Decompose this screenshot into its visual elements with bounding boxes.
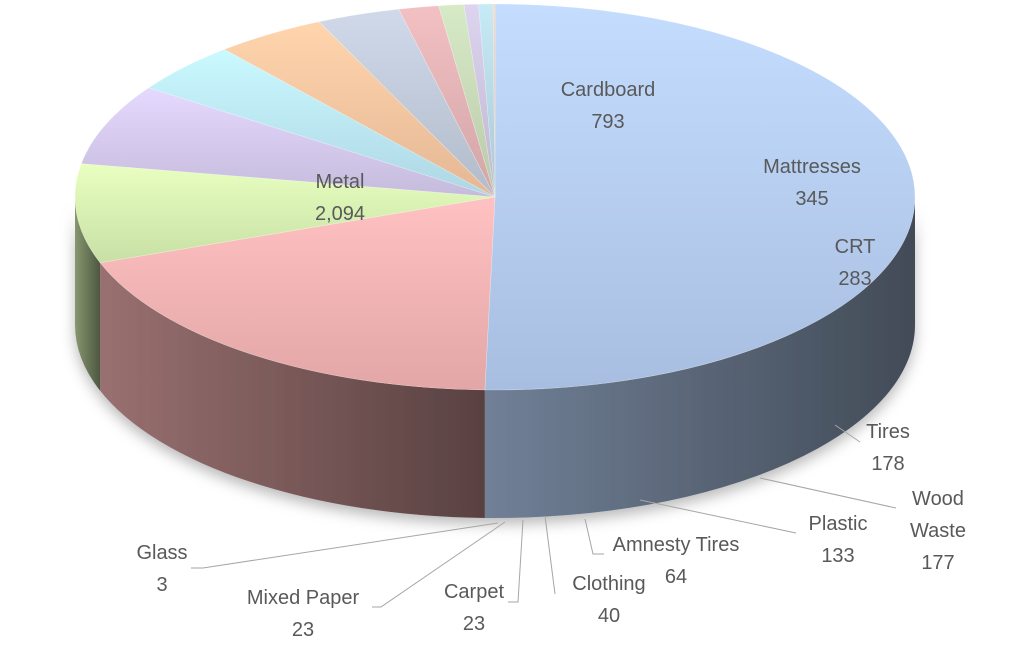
category-label: Waste: [910, 520, 966, 542]
category-label: Wood: [912, 488, 964, 510]
leader-amnesty-tires: [584, 518, 604, 555]
side-cardboard: [100, 262, 485, 518]
slice-tires: [148, 49, 496, 198]
value-label: 345: [795, 188, 828, 210]
label-mattresses: Mattresses 345: [763, 156, 861, 210]
label-clothing: Clothing 40: [572, 573, 645, 627]
leader-plastic: [639, 499, 797, 534]
label-cardboard: Cardboard 793: [561, 79, 656, 133]
value-label: 2,094: [315, 203, 365, 225]
slice-cardboard: [99, 196, 496, 391]
label-plastic: Plastic 133: [809, 513, 868, 567]
label-carpet: Carpet 23: [444, 581, 504, 635]
slice-carpet: [463, 3, 496, 198]
leader-wood-waste: [759, 477, 897, 509]
side-mattresses: [75, 197, 101, 391]
category-label: Plastic: [809, 513, 868, 535]
category-label: Amnesty Tires: [613, 534, 740, 556]
value-label: 23: [463, 613, 485, 635]
leader-carpet: [508, 519, 524, 603]
label-wood-waste: Wood Waste 177: [910, 488, 966, 574]
slice-crt: [80, 87, 496, 198]
label-metal: Metal 2,094: [315, 171, 365, 225]
slice-clothing: [438, 4, 496, 198]
label-crt: CRT 283: [835, 236, 876, 290]
slice-metal: [484, 3, 916, 391]
slice-mattresses: [74, 163, 496, 264]
leader-glass: [191, 522, 499, 569]
category-label: Clothing: [572, 573, 645, 595]
leader-mixed-paper: [372, 521, 506, 608]
value-label: 64: [665, 566, 687, 588]
pie-sides: [75, 197, 915, 518]
category-label: Glass: [136, 542, 187, 564]
value-label: 177: [921, 552, 954, 574]
category-label: Metal: [316, 171, 365, 193]
leader-tires: [834, 424, 861, 443]
label-tires: Tires 178: [866, 421, 910, 475]
data-labels: Metal 2,094 Cardboard 793 Mattresses 345 CRT 28…: [136, 79, 966, 641]
label-glass: Glass 3: [136, 542, 187, 596]
label-mixed-paper: Mixed Paper 23: [247, 587, 360, 641]
pie-tops: [74, 3, 916, 391]
leader-clothing: [544, 515, 556, 595]
side-metal: [484, 197, 915, 518]
category-label: Tires: [866, 421, 910, 443]
value-label: 178: [871, 453, 904, 475]
slice-glass: [492, 3, 496, 198]
value-label: 283: [838, 268, 871, 290]
category-label: Cardboard: [561, 79, 656, 101]
slice-wood-waste: [223, 21, 496, 198]
slice-amnesty-tires: [398, 5, 496, 198]
category-label: CRT: [835, 236, 876, 258]
category-label: Mixed Paper: [247, 587, 360, 609]
value-label: 3: [156, 574, 167, 596]
leader-lines: [191, 424, 897, 608]
value-label: 133: [821, 545, 854, 567]
category-label: Carpet: [444, 581, 504, 603]
slice-mixed-paper: [478, 3, 496, 198]
category-label: Mattresses: [763, 156, 861, 178]
value-label: 793: [591, 111, 624, 133]
value-label: 23: [292, 619, 314, 641]
slice-plastic: [318, 8, 496, 198]
value-label: 40: [598, 605, 620, 627]
label-amnesty-tires: Amnesty Tires 64: [613, 534, 740, 588]
